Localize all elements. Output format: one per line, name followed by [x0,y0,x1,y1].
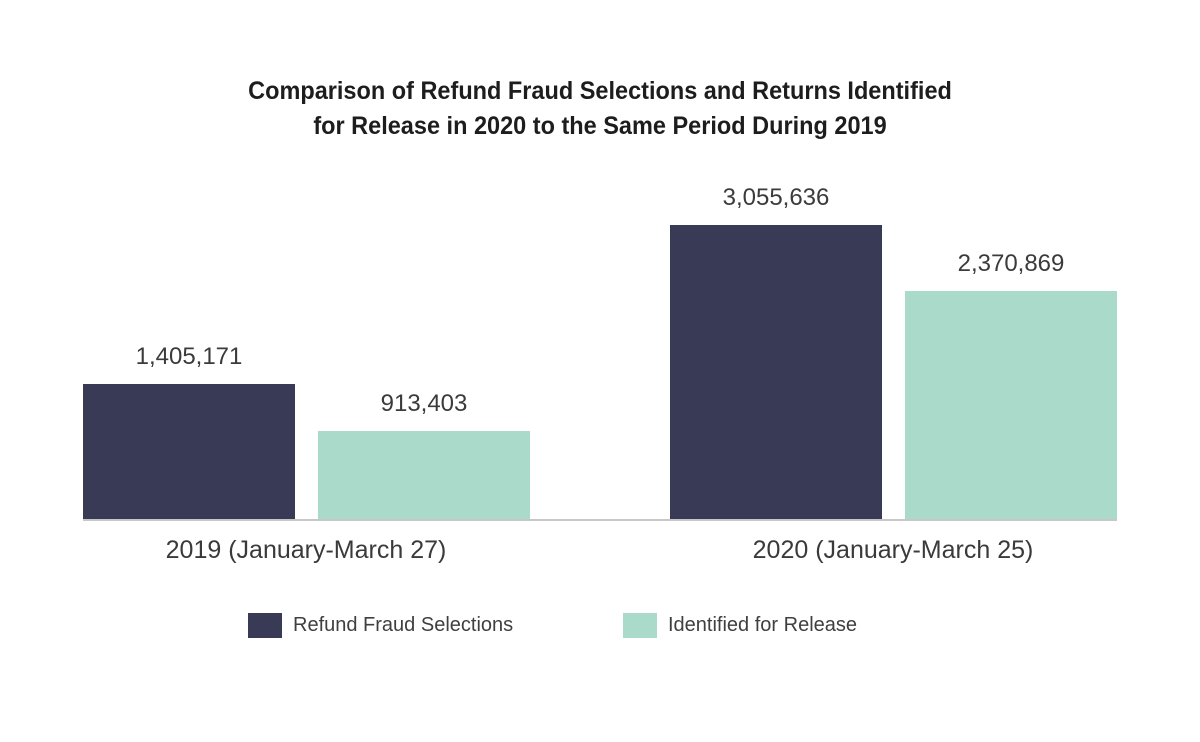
chart-title-line-1: Comparison of Refund Fraud Selections an… [248,77,952,105]
chart-title-line-2: for Release in 2020 to the Same Period D… [313,112,887,140]
bar-value-label-refund-fraud-selections-2019: 1,405,171 [135,343,243,370]
bar-value-label-identified-for-release-2020: 2,370,869 [957,250,1065,277]
legend-label-refund-fraud-selections: Refund Fraud Selections [293,614,514,636]
bar-value-label-refund-fraud-selections-2020: 3,055,636 [722,184,830,211]
x-axis-line [83,519,1117,521]
legend-swatch-identified-for-release [623,613,657,638]
bar-value-label-identified-for-release-2019: 913,403 [380,390,468,417]
x-axis-label-2019: 2019 (January-March 27) [165,536,447,564]
chart-title: Comparison of Refund Fraud Selections an… [36,74,1164,144]
legend-swatch-refund-fraud-selections [248,613,282,638]
bar-refund-fraud-selections-2019 [83,384,295,519]
legend-label-identified-for-release: Identified for Release [668,614,858,636]
bar-refund-fraud-selections-2020 [670,225,882,519]
bar-identified-for-release-2019 [318,431,530,519]
legend-item-refund-fraud-selections: Refund Fraud Selections [248,613,513,638]
x-axis-label-2020: 2020 (January-March 25) [752,536,1034,564]
legend-item-identified-for-release: Identified for Release [623,613,857,638]
bar-identified-for-release-2020 [905,291,1117,519]
